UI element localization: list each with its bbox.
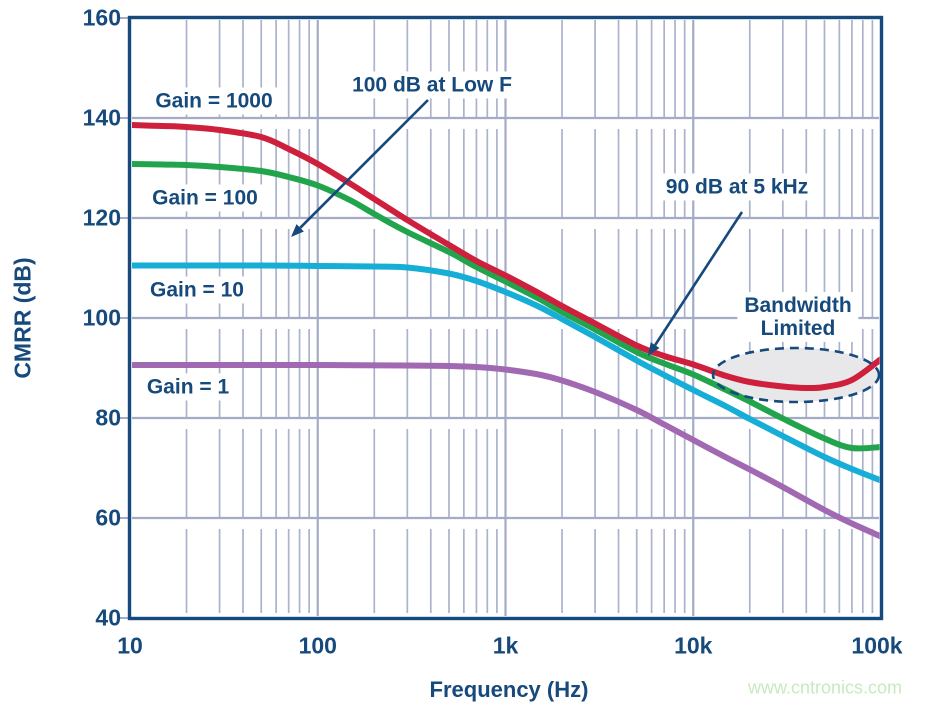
arrow-100db-low-f xyxy=(291,99,429,237)
y-tick-label-160: 160 xyxy=(82,4,121,31)
y-tick-label-140: 140 xyxy=(82,104,121,131)
curve-label-gain-10: Gain = 10 xyxy=(143,276,251,304)
annotation-bandwidth-limited: Bandwidth Limited xyxy=(737,291,859,343)
y-tick-label-80: 80 xyxy=(95,404,121,431)
curve-gain-10 xyxy=(132,262,880,484)
y-axis-tickmarks xyxy=(120,17,129,619)
bandwidth-limited-ellipse-outline xyxy=(711,346,881,404)
arrow-100db-low-f-head xyxy=(291,224,304,237)
curve-label-gain-1: Gain = 1 xyxy=(139,373,237,401)
curve-label-gain-1000: Gain = 1000 xyxy=(148,87,280,115)
y-tick-label-40: 40 xyxy=(95,604,121,631)
bandwidth-limited-ellipse-fill xyxy=(713,348,879,402)
watermark: www.cntronics.com xyxy=(747,677,903,698)
annotation-90db-5khz: 90 dB at 5 kHz xyxy=(658,173,816,201)
x-axis-title: Frequency (Hz) xyxy=(429,676,589,702)
annotation-bandwidth-line1: Bandwidth xyxy=(744,293,852,317)
x-tick-label-10k: 10k xyxy=(674,632,713,659)
curve-label-gain-100: Gain = 100 xyxy=(145,184,265,212)
y-tick-label-60: 60 xyxy=(95,504,121,531)
x-tick-label-1k: 1k xyxy=(492,632,519,659)
curves xyxy=(132,122,880,540)
y-axis-title: CMRR (dB) xyxy=(9,257,36,379)
y-tick-label-100: 100 xyxy=(82,304,121,331)
annotation-100db-low-f: 100 dB at Low F xyxy=(345,71,519,99)
x-tick-label-100: 100 xyxy=(298,632,337,659)
arrow-90db-5khz-head xyxy=(648,342,660,356)
annotation-bandwidth-line2: Limited xyxy=(760,317,836,340)
curve-gain-1 xyxy=(132,361,880,540)
plot-border xyxy=(127,15,884,621)
x-tick-label-10: 10 xyxy=(117,632,143,659)
x-tick-label-100k: 100k xyxy=(851,632,903,659)
curve-gain-100 xyxy=(132,161,880,452)
arrow-90db-5khz xyxy=(648,211,744,356)
curve-gain-1000 xyxy=(132,122,880,392)
y-tick-label-120: 120 xyxy=(82,204,121,231)
